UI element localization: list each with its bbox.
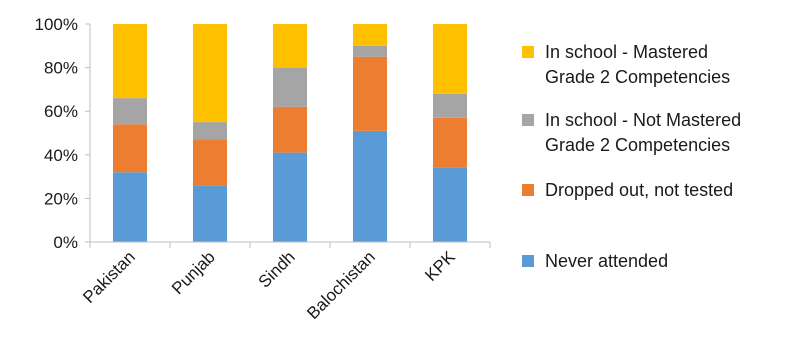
y-axis: 0% 20% 40% 60% 80% 100%	[35, 15, 91, 252]
bar-segment-sindh-4	[273, 24, 307, 68]
y-tick-label: 80%	[44, 59, 78, 78]
x-tick-label-pakistan: Pakistan	[79, 247, 139, 307]
bar-segment-punjab-4	[193, 24, 227, 123]
legend-swatch	[522, 255, 534, 267]
y-tick-label: 40%	[44, 146, 78, 165]
legend-swatch	[522, 114, 534, 126]
bar-segment-sindh-3	[273, 67, 307, 107]
bar-segment-punjab-2	[193, 139, 227, 186]
x-tick-label-punjab: Punjab	[168, 247, 219, 298]
bar-segment-balochistan-1	[353, 130, 387, 242]
legend-label: Dropped out, not tested	[545, 180, 733, 200]
legend-label: In school - Not Mastered	[545, 110, 741, 130]
legend-entry-3: Dropped out, not tested	[522, 180, 733, 200]
bar-segment-balochistan-2	[353, 56, 387, 131]
x-tick-label-kpk: KPK	[421, 247, 459, 285]
legend-swatch	[522, 184, 534, 196]
legend-label: Grade 2 Competencies	[545, 135, 730, 155]
bar-segment-pakistan-4	[113, 24, 147, 99]
bar-segment-pakistan-2	[113, 124, 147, 173]
bar-segment-balochistan-3	[353, 45, 387, 57]
y-tick-label: 100%	[35, 15, 78, 34]
x-tick-label-sindh: Sindh	[255, 247, 299, 291]
legend-entry-4: Never attended	[522, 251, 668, 271]
legend-swatch	[522, 46, 534, 58]
bar-segment-kpk-2	[433, 117, 467, 168]
x-axis: Pakistan Punjab Sindh Balochistan KPK	[79, 241, 491, 323]
bars	[113, 24, 467, 242]
y-tick-label: 20%	[44, 189, 78, 208]
bar-segment-kpk-4	[433, 24, 467, 94]
bar-segment-pakistan-3	[113, 98, 147, 125]
legend-label: Grade 2 Competencies	[545, 67, 730, 87]
bar-segment-pakistan-1	[113, 172, 147, 242]
bar-segment-balochistan-4	[353, 24, 387, 46]
legend-label: Never attended	[545, 251, 668, 271]
bar-segment-sindh-1	[273, 152, 307, 242]
bar-segment-kpk-1	[433, 167, 467, 242]
legend-entry-1: In school - Mastered Grade 2 Competencies	[522, 42, 730, 87]
bar-segment-sindh-2	[273, 106, 307, 153]
bar-segment-punjab-3	[193, 122, 227, 140]
bar-segment-punjab-1	[193, 185, 227, 242]
legend-label: In school - Mastered	[545, 42, 708, 62]
y-tick-label: 0%	[53, 233, 78, 252]
bar-segment-kpk-3	[433, 93, 467, 118]
legend: In school - Mastered Grade 2 Competencies…	[522, 42, 741, 271]
y-tick-label: 60%	[44, 102, 78, 121]
legend-entry-2: In school - Not Mastered Grade 2 Competen…	[522, 110, 741, 155]
x-tick-label-balochistan: Balochistan	[303, 247, 379, 323]
